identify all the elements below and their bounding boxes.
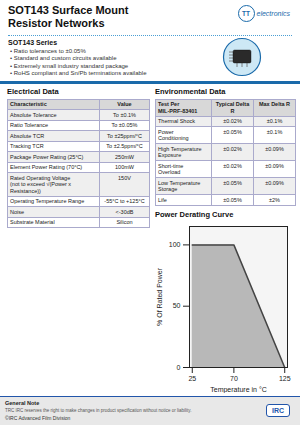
html-text:Absolute TCR: Absolute TCR <box>10 132 45 139</box>
html-text:Short-time: Short-time <box>158 162 184 169</box>
html-text:Package Power Rating (25°C): Package Power Rating (25°C) <box>10 153 84 160</box>
html-text:TT: TT <box>242 10 250 17</box>
html-text:±0.02%: ±0.02% <box>223 118 242 124</box>
html-text:(not to exceed √(Power x Resis: (not to exceed √(Power x Resistance)) <box>10 181 72 194</box>
html-text:High Temperature: High Temperature <box>158 145 202 152</box>
html-text:Rated Operating Voltage: Rated Operating Voltage <box>10 174 71 181</box>
html-text:±0.09%: ±0.09% <box>265 179 284 186</box>
html-text:To ±25ppm/°C: To ±25ppm/°C <box>107 132 142 139</box>
html-text:150V: 150V <box>118 174 131 181</box>
html-text:±0.05%: ±0.05% <box>223 179 242 186</box>
html-text:• RoHS compliant and Sn/Pb ter: • RoHS compliant and Sn/Pb terminations … <box>10 70 147 76</box>
html-text:Test Per: Test Per <box>158 101 180 107</box>
html-text:Low Temperature: Low Temperature <box>158 179 201 186</box>
html-text:<-30dB: <-30dB <box>115 208 134 215</box>
html-text:Value: Value <box>117 101 132 107</box>
html-text:±0.1%: ±0.1% <box>266 118 283 124</box>
html-text:±0.05%: ±0.05% <box>223 196 242 203</box>
html-text:Typical Delta R: Typical Delta R <box>215 101 250 114</box>
svg-text:70: 70 <box>230 375 238 382</box>
html-text:Operating Temperature Range: Operating Temperature Range <box>10 198 85 204</box>
html-text:©IRC Advanced Film Division: ©IRC Advanced Film Division <box>5 415 71 421</box>
svg-text:Temperature in °C: Temperature in °C <box>210 385 267 393</box>
html-text:To ±2.5ppm/°C: To ±2.5ppm/°C <box>106 143 143 149</box>
html-text:Silicon: Silicon <box>116 219 133 225</box>
html-text:250mW: 250mW <box>115 153 134 160</box>
html-text:Absolute Tolerance: Absolute Tolerance <box>10 111 57 118</box>
html-text:Conditioning: Conditioning <box>158 135 189 141</box>
html-text:Element Power Rating (70°C): Element Power Rating (70°C) <box>10 164 83 170</box>
html-text:100mW: 100mW <box>115 164 134 170</box>
html-text:Tracking TCR: Tracking TCR <box>10 143 44 149</box>
svg-text:100: 100 <box>169 241 181 248</box>
html-text:Characteristic: Characteristic <box>10 101 47 107</box>
html-text:±0.09%: ±0.09% <box>265 145 284 152</box>
html-text:SOT143 Surface Mount: SOT143 Surface Mount <box>8 4 129 16</box>
html-text:Power: Power <box>158 128 174 135</box>
html-text:±0.09%: ±0.09% <box>265 162 284 169</box>
html-text:• Standard and custom circuits: • Standard and custom circuits available <box>10 55 117 61</box>
html-text:Exposure: Exposure <box>158 152 182 158</box>
html-text:Power Derating Curve: Power Derating Curve <box>155 209 234 219</box>
svg-text:0: 0 <box>177 363 181 370</box>
svg-text:25: 25 <box>188 375 196 382</box>
html-text:Environmental Data: Environmental Data <box>155 86 226 96</box>
html-text:Resistor Networks: Resistor Networks <box>8 17 105 29</box>
html-text:-55°C to +125°C: -55°C to +125°C <box>104 198 145 204</box>
html-text:Overload: Overload <box>158 169 181 175</box>
html-text:±2%: ±2% <box>269 196 280 203</box>
html-text:Thermal Shock: Thermal Shock <box>158 118 195 124</box>
html-text:General Note: General Note <box>5 400 40 406</box>
html-text:• Ratio tolerances to ±0.05%: • Ratio tolerances to ±0.05% <box>10 47 86 54</box>
html-text:Electrical Data: Electrical Data <box>7 86 59 96</box>
html-text:• Extremely small industry sta: • Extremely small industry standard pack… <box>10 62 129 69</box>
html-text:IRC: IRC <box>272 407 284 414</box>
html-text:Storage: Storage <box>158 186 178 192</box>
html-text:±0.1%: ±0.1% <box>266 128 283 135</box>
html-text:To ±0.05%: To ±0.05% <box>111 122 138 128</box>
svg-text:% Of Rated Power: % Of Rated Power <box>156 267 163 326</box>
html-text:MIL-PRF-83401: MIL-PRF-83401 <box>158 107 198 114</box>
html-text:Ratio Tolerance: Ratio Tolerance <box>10 122 49 128</box>
html-text:TRC IRC reserves the right to: TRC IRC reserves the right to make chang… <box>5 408 192 413</box>
html-text:Substrate Material: Substrate Material <box>10 219 55 225</box>
html-text:Life: Life <box>158 196 167 203</box>
html-text:To ±0.1%: To ±0.1% <box>113 111 136 118</box>
html-text:±0.05%: ±0.05% <box>223 128 242 135</box>
html-text:±0.02%: ±0.02% <box>223 162 242 169</box>
html-text:SOT143 Series: SOT143 Series <box>8 39 57 46</box>
html-text:electronics: electronics <box>256 10 290 17</box>
svg-text:125: 125 <box>279 375 291 382</box>
html-text:Noise: Noise <box>10 208 25 215</box>
html-text:±0.02%: ±0.02% <box>223 145 242 152</box>
html-text:Max Delta R: Max Delta R <box>258 101 291 107</box>
svg-text:50: 50 <box>173 302 181 309</box>
